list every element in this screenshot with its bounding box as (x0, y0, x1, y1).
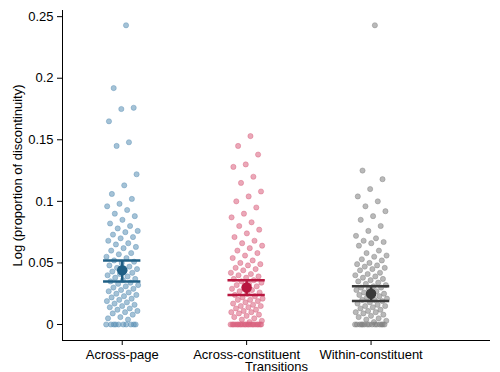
svg-text:0.2: 0.2 (35, 70, 53, 85)
svg-text:Transitions: Transitions (245, 359, 309, 372)
svg-text:Across-page: Across-page (86, 347, 159, 362)
svg-text:Across-constituent: Across-constituent (193, 346, 301, 362)
svg-text:0.15: 0.15 (28, 132, 53, 147)
svg-text:0.05: 0.05 (28, 255, 53, 270)
svg-text:0.25: 0.25 (28, 9, 53, 24)
svg-text:Within-constituent: Within-constituent (319, 347, 423, 362)
svg-text:Log (proportion of discontinui: Log (proportion of discontinuity) (10, 84, 25, 266)
svg-text:0.1: 0.1 (35, 194, 53, 209)
svg-text:0: 0 (46, 317, 53, 332)
